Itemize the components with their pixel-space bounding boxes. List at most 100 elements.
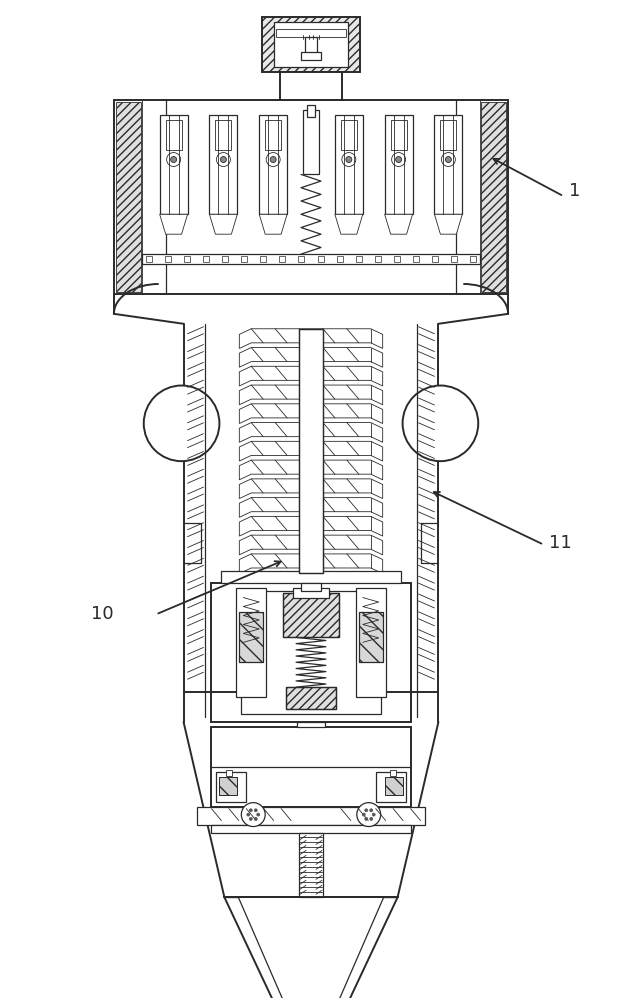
Circle shape	[254, 817, 258, 820]
Bar	[216, 772, 246, 802]
Text: 1: 1	[569, 182, 580, 200]
Bar	[239, 612, 263, 662]
Bar	[337, 256, 343, 262]
Bar	[470, 256, 476, 262]
Circle shape	[249, 817, 253, 820]
Bar	[165, 256, 171, 262]
Circle shape	[241, 803, 265, 827]
Text: 11: 11	[549, 534, 572, 552]
Circle shape	[369, 817, 373, 820]
Bar	[299, 833, 323, 897]
Bar	[226, 770, 233, 776]
Polygon shape	[239, 460, 383, 480]
Circle shape	[402, 386, 478, 461]
Bar	[146, 256, 152, 262]
Bar	[236, 588, 266, 697]
Polygon shape	[239, 423, 383, 442]
Bar	[239, 612, 263, 662]
Bar	[299, 329, 323, 573]
Polygon shape	[239, 535, 383, 555]
Bar	[211, 583, 411, 722]
Bar	[389, 770, 396, 776]
Circle shape	[170, 157, 177, 163]
Bar	[220, 777, 238, 795]
Bar	[384, 115, 412, 214]
Bar	[165, 120, 182, 150]
Circle shape	[392, 153, 406, 166]
Polygon shape	[335, 214, 363, 234]
Circle shape	[342, 153, 356, 166]
Bar	[440, 120, 457, 150]
Circle shape	[346, 157, 352, 163]
Bar	[286, 687, 336, 709]
Bar	[283, 593, 339, 637]
Circle shape	[369, 809, 373, 812]
Polygon shape	[259, 214, 287, 234]
Bar	[276, 29, 346, 37]
Polygon shape	[434, 214, 462, 234]
Polygon shape	[239, 348, 383, 367]
Circle shape	[364, 817, 368, 820]
Bar	[241, 256, 247, 262]
Bar	[413, 256, 419, 262]
Circle shape	[220, 157, 226, 163]
Bar	[303, 110, 319, 174]
Polygon shape	[239, 404, 383, 424]
Bar	[384, 777, 402, 795]
Bar	[307, 105, 315, 117]
Bar	[318, 256, 323, 262]
Circle shape	[247, 813, 250, 816]
Text: 10: 10	[91, 605, 114, 623]
Bar	[299, 256, 304, 262]
Circle shape	[442, 153, 455, 166]
Bar	[341, 120, 357, 150]
Bar	[221, 571, 401, 583]
Bar	[301, 52, 321, 60]
Polygon shape	[210, 214, 238, 234]
Circle shape	[364, 809, 368, 812]
Circle shape	[249, 809, 253, 812]
Bar	[299, 329, 323, 573]
Bar	[222, 256, 228, 262]
Circle shape	[396, 157, 402, 163]
Bar	[293, 588, 329, 598]
Bar	[215, 120, 231, 150]
Bar	[286, 687, 336, 709]
Circle shape	[254, 809, 258, 812]
Circle shape	[372, 813, 375, 816]
Bar	[391, 120, 407, 150]
Bar	[220, 777, 238, 795]
Bar	[335, 115, 363, 214]
Bar	[203, 256, 209, 262]
Bar	[282, 74, 340, 98]
Circle shape	[270, 157, 276, 163]
Bar	[211, 727, 411, 807]
Bar	[375, 256, 381, 262]
Bar	[356, 256, 362, 262]
Bar	[116, 102, 141, 292]
Bar	[142, 254, 480, 264]
Circle shape	[216, 153, 230, 166]
Circle shape	[357, 803, 381, 827]
Bar	[359, 612, 383, 662]
Bar	[283, 593, 339, 637]
Circle shape	[362, 813, 365, 816]
Bar	[301, 583, 321, 591]
Bar	[260, 256, 266, 262]
Polygon shape	[239, 554, 383, 574]
Polygon shape	[239, 498, 383, 517]
Polygon shape	[384, 214, 412, 234]
Bar	[210, 115, 238, 214]
Bar	[384, 777, 402, 795]
Bar	[481, 102, 506, 292]
Polygon shape	[239, 366, 383, 386]
Polygon shape	[239, 479, 383, 499]
Bar	[280, 72, 342, 100]
Circle shape	[257, 813, 260, 816]
Circle shape	[445, 157, 452, 163]
Bar	[451, 256, 457, 262]
Bar	[305, 37, 317, 55]
Polygon shape	[160, 214, 188, 234]
Bar	[297, 722, 325, 727]
Bar	[376, 772, 406, 802]
